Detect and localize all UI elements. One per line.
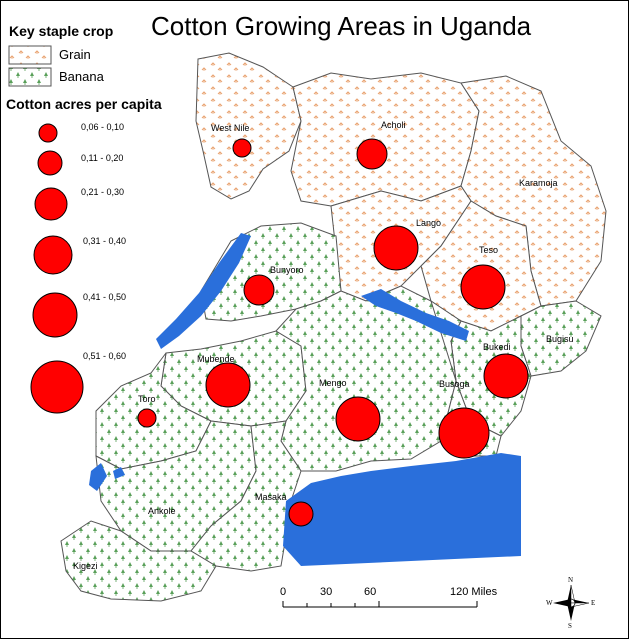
bubble-teso xyxy=(460,264,506,310)
bubble-busoga xyxy=(438,407,490,459)
scale-label-30: 30 xyxy=(320,586,333,598)
scale-label-120-miles: 120 Miles xyxy=(450,586,498,598)
bubble-mengo xyxy=(335,396,381,442)
scale-label-0: 0 xyxy=(280,586,287,598)
cotton-bubbles xyxy=(137,138,529,527)
legend-cotton-heading: Cotton acres per capita xyxy=(6,96,162,112)
region-label-kigezi: Kigezi xyxy=(73,561,98,571)
region-label-mubende: Mubende xyxy=(197,354,235,364)
legend-swatches xyxy=(8,45,52,87)
bubble-toro xyxy=(137,408,157,428)
water-bodies xyxy=(89,233,521,566)
legend-class-label: 0,31 - 0,40 xyxy=(83,236,127,246)
legend-banana-label: Banana xyxy=(59,69,104,84)
legend-circle-5 xyxy=(32,292,78,338)
region-label-toro: Toro xyxy=(138,394,156,404)
legend-circle-4 xyxy=(33,235,73,275)
legend-crop-heading: Key staple crop xyxy=(9,23,114,39)
region-label-busoga: Busoga xyxy=(439,379,470,389)
bubble-bunyoro xyxy=(243,274,275,306)
legend-class-label: 0,21 - 0,30 xyxy=(81,187,125,197)
region-west-nile xyxy=(195,52,302,200)
scale-bar xyxy=(282,601,478,608)
bubble-masaka xyxy=(288,501,314,527)
bubble-bukedi xyxy=(483,353,529,399)
scale-label-60: 60 xyxy=(364,586,377,598)
region-masaka xyxy=(190,420,302,572)
bubble-acholi xyxy=(356,138,388,170)
legend-circles xyxy=(30,123,84,414)
compass-rose-icon xyxy=(553,584,590,621)
region-label-bunyoro: Bunyoro xyxy=(270,265,304,275)
legend-circle-3 xyxy=(34,187,68,221)
region-label-acholi: Acholi xyxy=(381,120,406,130)
region-label-ankole: Ankole xyxy=(148,506,176,516)
region-label-teso: Teso xyxy=(479,245,499,255)
legend-class-label: 0,41 - 0,50 xyxy=(83,292,127,302)
compass-e: E xyxy=(591,599,596,607)
legend-grain-label: Grain xyxy=(59,47,91,62)
compass-n: N xyxy=(568,576,574,584)
region-label-bukedi: Bukedi xyxy=(483,342,511,352)
legend-circle-2 xyxy=(37,150,63,176)
bubble-mubende xyxy=(205,362,251,408)
lake-victoria xyxy=(283,453,521,566)
region-label-masaka: Masaka xyxy=(255,492,287,502)
bubble-lango xyxy=(373,225,419,271)
region-label-lango: Lango xyxy=(416,218,442,228)
banana-swatch xyxy=(8,67,52,87)
grain-zone xyxy=(195,52,607,332)
compass-s: S xyxy=(568,622,572,630)
legend-class-label: 0,51 - 0,60 xyxy=(83,351,127,361)
legend-class-label: 0,06 - 0,10 xyxy=(81,122,125,132)
lake-george xyxy=(113,467,125,479)
region-acholi xyxy=(290,72,480,207)
region-label-bugisu: Bugisu xyxy=(546,334,574,344)
compass-w: W xyxy=(546,599,553,607)
legend-class-label: 0,11 - 0,20 xyxy=(81,153,124,163)
bubble-west-nile xyxy=(232,138,252,158)
grain-swatch xyxy=(8,45,52,65)
lake-kyoga xyxy=(361,289,469,341)
lake-albert xyxy=(156,233,251,349)
region-kigezi xyxy=(60,520,217,602)
legend-circle-6 xyxy=(30,360,84,414)
region-label-karamoja: Karamoja xyxy=(519,178,558,188)
legend-circle-1 xyxy=(38,123,58,143)
region-label-mengo: Mengo xyxy=(319,378,347,388)
region-label-west-nile: West Nile xyxy=(211,123,250,133)
map-title: Cotton Growing Areas in Uganda xyxy=(151,11,532,41)
lake-edward xyxy=(89,463,107,491)
